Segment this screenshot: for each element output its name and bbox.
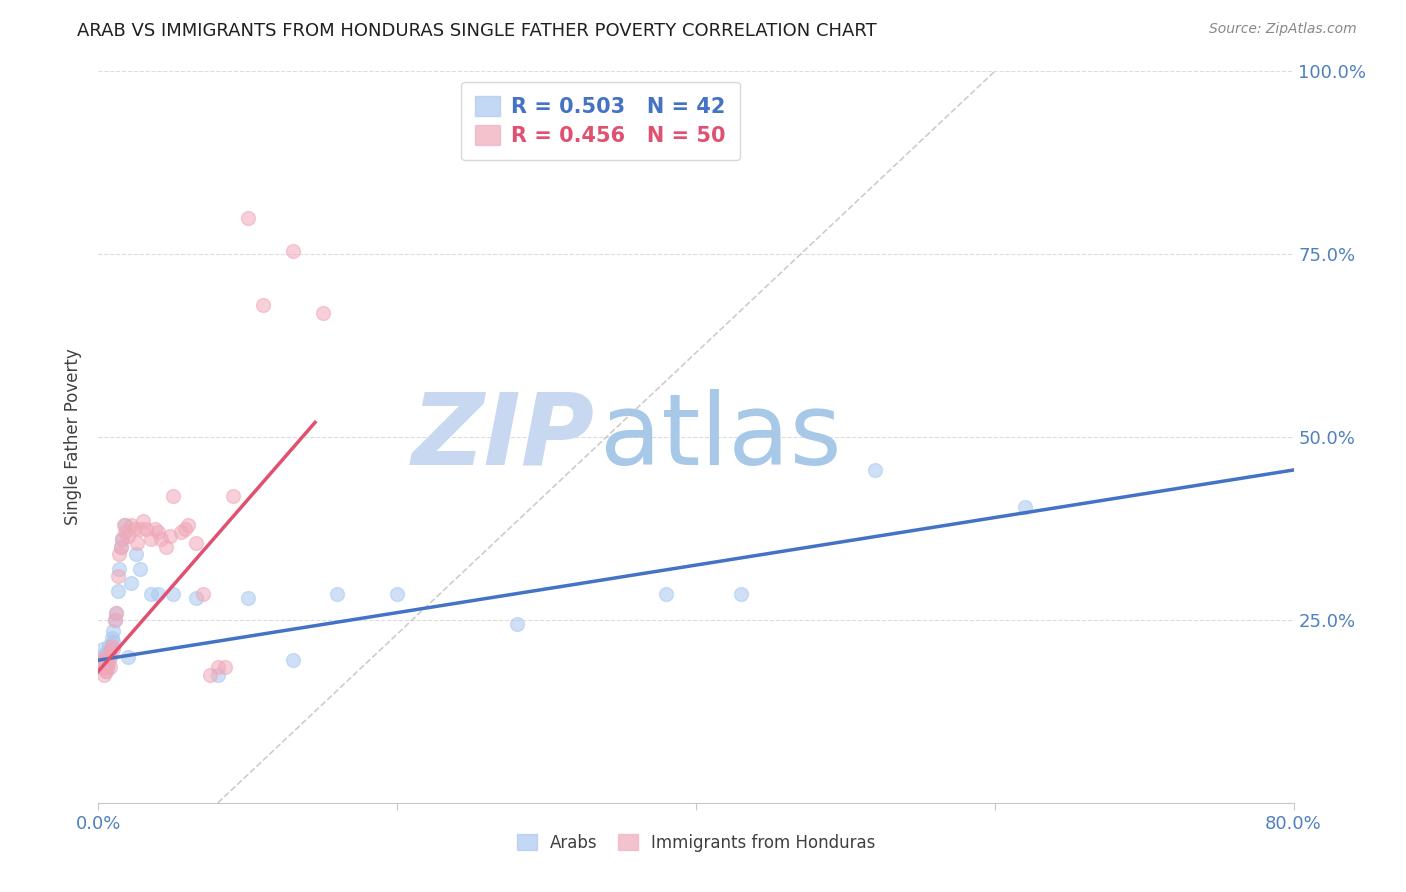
Point (110, 540, 132, 554)
Point (159, 529, 181, 543)
Point (191, 587, 214, 601)
Point (200, 667, 222, 681)
Point (90, 653, 112, 667)
Point (97, 646, 120, 660)
Point (103, 635, 125, 649)
Point (281, 653, 304, 667)
Point (112, 517, 135, 532)
Point (108, 547, 131, 561)
Point (385, 587, 409, 601)
Point (214, 660, 236, 674)
Point (104, 613, 127, 627)
Point (93, 667, 115, 681)
Point (730, 587, 752, 601)
Point (93, 660, 115, 674)
Point (110, 540, 132, 554)
Point (162, 587, 184, 601)
Point (98, 642, 122, 657)
Point (236, 211, 259, 225)
Point (90, 660, 112, 674)
Legend: Arabs, Immigrants from Honduras: Arabs, Immigrants from Honduras (509, 826, 883, 860)
Point (125, 547, 148, 561)
Point (105, 606, 128, 620)
Point (94, 653, 117, 667)
Point (94, 664, 117, 678)
Point (103, 642, 125, 657)
Point (104, 613, 127, 627)
Point (148, 525, 170, 540)
Point (184, 536, 207, 550)
Point (132, 514, 155, 528)
Point (93, 653, 115, 667)
Text: Source: ZipAtlas.com: Source: ZipAtlas.com (1209, 22, 1357, 37)
Y-axis label: Single Father Poverty: Single Father Poverty (65, 349, 83, 525)
Text: atlas: atlas (600, 389, 842, 485)
Point (111, 533, 134, 547)
Point (177, 517, 200, 532)
Point (90, 660, 112, 674)
Point (207, 667, 229, 681)
Point (96, 657, 118, 671)
Point (129, 562, 152, 576)
Point (129, 521, 152, 535)
Point (311, 306, 333, 320)
Point (184, 591, 207, 605)
Point (1014, 500, 1036, 514)
Point (326, 587, 349, 601)
Point (127, 536, 149, 550)
Point (169, 525, 191, 540)
Point (98, 649, 122, 664)
Point (506, 616, 529, 631)
Point (124, 521, 146, 535)
Point (103, 624, 125, 638)
Point (91, 657, 114, 671)
Point (139, 587, 162, 601)
Point (655, 587, 678, 601)
Point (101, 639, 124, 653)
Point (111, 533, 134, 547)
Point (236, 591, 259, 605)
Point (174, 521, 197, 535)
Point (222, 489, 245, 503)
Point (120, 517, 142, 532)
Point (90, 649, 112, 664)
Point (96, 660, 118, 674)
Point (281, 244, 304, 258)
Point (252, 298, 274, 312)
Point (96, 660, 118, 674)
Point (97, 639, 120, 653)
Point (117, 529, 139, 543)
Text: ARAB VS IMMIGRANTS FROM HONDURAS SINGLE FATHER POVERTY CORRELATION CHART: ARAB VS IMMIGRANTS FROM HONDURAS SINGLE … (77, 22, 877, 40)
Point (150, 533, 173, 547)
Point (91, 653, 114, 667)
Point (91, 642, 114, 657)
Text: ZIP: ZIP (412, 389, 595, 485)
Point (89, 657, 111, 671)
Point (114, 525, 136, 540)
Point (865, 463, 887, 477)
Point (135, 521, 157, 535)
Point (143, 521, 166, 535)
Point (207, 660, 229, 674)
Point (155, 540, 177, 554)
Point (101, 632, 124, 646)
Point (94, 664, 117, 678)
Point (94, 646, 117, 660)
Point (162, 489, 184, 503)
Point (117, 649, 139, 664)
Point (105, 606, 128, 620)
Point (148, 587, 170, 601)
Point (114, 517, 136, 532)
Point (89, 653, 111, 667)
Point (91, 660, 114, 674)
Point (107, 569, 129, 583)
Point (139, 533, 162, 547)
Point (120, 576, 142, 591)
Point (97, 653, 120, 667)
Point (98, 660, 122, 674)
Point (107, 583, 129, 598)
Point (108, 562, 131, 576)
Point (96, 649, 118, 664)
